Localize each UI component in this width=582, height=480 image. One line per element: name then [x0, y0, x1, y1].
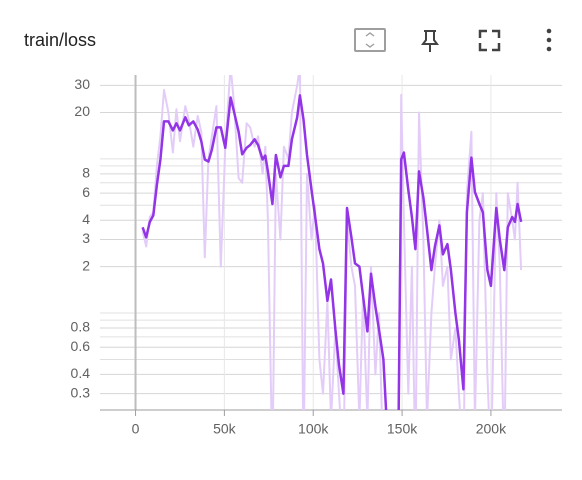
y-tick-label: 0.6: [71, 338, 91, 354]
fit-button[interactable]: [354, 28, 386, 52]
x-tick-label: 200k: [476, 421, 507, 437]
x-tick-label: 0: [132, 421, 140, 437]
pin-button[interactable]: [421, 30, 439, 52]
y-tick-label: 0.4: [71, 365, 91, 381]
more-button[interactable]: [546, 28, 552, 52]
series-line: [141, 75, 523, 410]
x-tick-label: 150k: [387, 421, 418, 437]
y-tick-label: 6: [82, 184, 90, 200]
y-tick-label: 4: [82, 211, 90, 227]
series-group: [141, 75, 523, 410]
y-tick-label: 0.8: [71, 319, 91, 335]
plot: 30 20 8 6 4 3 2 0.8 0.6 0.4 0.3 0 50k 100k 150k 200k: [71, 75, 562, 437]
y-tick-label: 8: [82, 165, 90, 181]
x-tick-label: 100k: [298, 421, 329, 437]
y-tick-label: 2: [82, 257, 90, 273]
x-tick-label: 50k: [213, 421, 237, 437]
y-tick-label: 30: [74, 76, 90, 92]
fullscreen-button[interactable]: [478, 29, 501, 52]
y-tick-label: 20: [74, 103, 90, 119]
chart-title: train/loss: [24, 30, 96, 50]
y-tick-label: 3: [82, 230, 90, 246]
y-tick-label: 0.3: [71, 384, 91, 400]
series-line: [141, 94, 523, 410]
